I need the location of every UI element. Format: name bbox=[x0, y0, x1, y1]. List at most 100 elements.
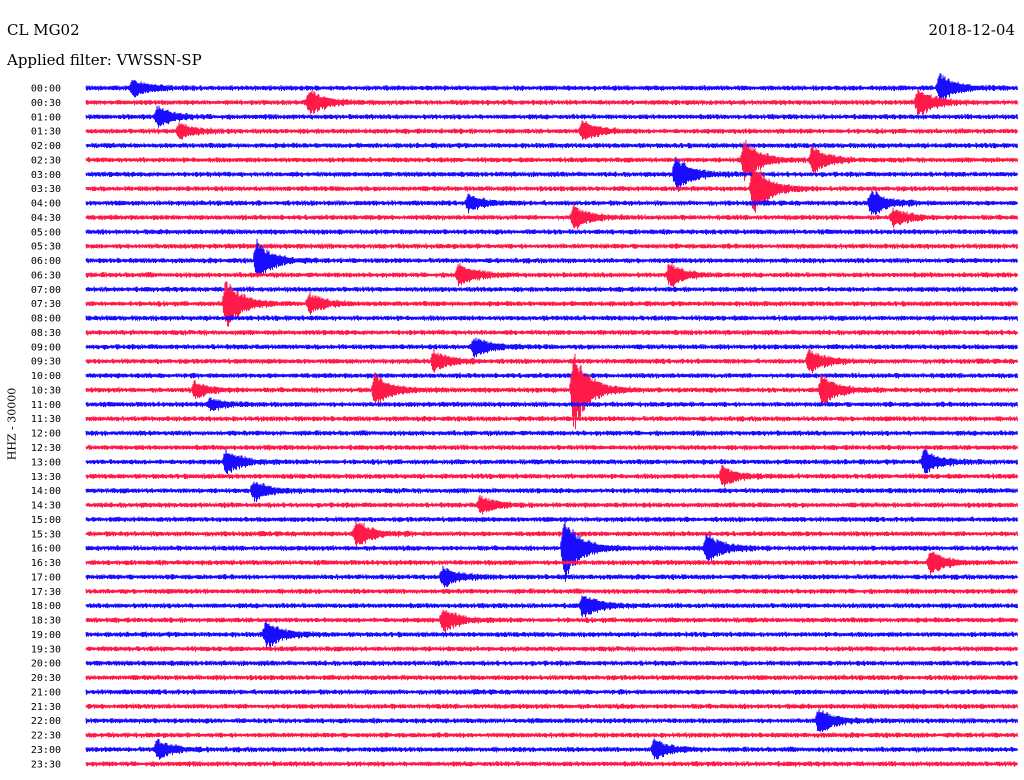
row-label: 08:30 bbox=[31, 328, 61, 339]
trace-line bbox=[85, 738, 1018, 760]
row-label: 18:30 bbox=[31, 616, 61, 627]
trace-line bbox=[85, 465, 1018, 487]
row-label: 18:00 bbox=[31, 601, 61, 612]
row-label: 14:00 bbox=[31, 486, 61, 497]
trace-line bbox=[85, 372, 1018, 379]
trace-line bbox=[85, 329, 1018, 336]
trace-line bbox=[85, 120, 1018, 140]
row-label: 21:00 bbox=[31, 687, 61, 698]
trace-line bbox=[85, 286, 1018, 293]
row-label: 05:00 bbox=[31, 227, 61, 238]
row-label: 02:30 bbox=[31, 155, 61, 166]
date-label: 2018-12-04 bbox=[928, 21, 1015, 39]
row-label: 20:00 bbox=[31, 659, 61, 670]
station-label: CL MG02 bbox=[7, 21, 80, 39]
trace-line bbox=[85, 347, 1018, 374]
trace-line bbox=[85, 517, 1018, 582]
row-label: 12:00 bbox=[31, 429, 61, 440]
row-label: 08:00 bbox=[31, 314, 61, 325]
row-label: 22:30 bbox=[31, 731, 61, 742]
row-label: 19:00 bbox=[31, 630, 61, 641]
trace-line bbox=[85, 645, 1018, 652]
trace-line bbox=[85, 190, 1018, 215]
trace-line bbox=[85, 448, 1018, 475]
row-label: 15:00 bbox=[31, 515, 61, 526]
trace-line bbox=[85, 620, 1018, 649]
row-label: 05:30 bbox=[31, 242, 61, 253]
trace-line bbox=[85, 588, 1018, 595]
row-label: 17:00 bbox=[31, 572, 61, 583]
trace-line bbox=[85, 609, 1018, 634]
trace-line bbox=[85, 142, 1018, 149]
row-label: 13:00 bbox=[31, 457, 61, 468]
row-label: 10:00 bbox=[31, 371, 61, 382]
row-label: 20:30 bbox=[31, 673, 61, 684]
row-label: 23:30 bbox=[31, 759, 61, 770]
trace-line bbox=[85, 243, 1018, 250]
row-label: 21:30 bbox=[31, 702, 61, 713]
trace-line bbox=[85, 481, 1018, 503]
row-label: 11:00 bbox=[31, 400, 61, 411]
row-label: 11:30 bbox=[31, 414, 61, 425]
trace-line bbox=[85, 167, 1018, 213]
row-label: 06:30 bbox=[31, 270, 61, 281]
row-label: 04:00 bbox=[31, 199, 61, 210]
trace-line bbox=[85, 315, 1018, 322]
row-label: 07:30 bbox=[31, 299, 61, 310]
trace-line bbox=[85, 516, 1018, 523]
trace-line bbox=[85, 494, 1018, 515]
trace-line bbox=[85, 105, 1018, 128]
trace-line bbox=[85, 73, 1018, 102]
trace-line bbox=[85, 674, 1018, 681]
row-label: 06:00 bbox=[31, 256, 61, 267]
trace-line bbox=[85, 760, 1018, 767]
trace-line bbox=[85, 660, 1018, 667]
trace-line bbox=[85, 139, 1018, 182]
row-label: 13:30 bbox=[31, 472, 61, 483]
trace-line bbox=[85, 551, 1018, 576]
trace-line bbox=[85, 520, 1018, 547]
row-label: 04:30 bbox=[31, 213, 61, 224]
row-label: 02:00 bbox=[31, 141, 61, 152]
row-label: 09:30 bbox=[31, 357, 61, 368]
row-label: 03:00 bbox=[31, 170, 61, 181]
row-label: 22:00 bbox=[31, 716, 61, 727]
trace-line bbox=[85, 337, 1018, 358]
row-label: 17:30 bbox=[31, 587, 61, 598]
trace-line bbox=[85, 415, 1018, 422]
trace-line bbox=[85, 281, 1018, 327]
trace-line bbox=[85, 732, 1018, 739]
row-label: 19:30 bbox=[31, 644, 61, 655]
row-label: 03:30 bbox=[31, 184, 61, 195]
trace-line bbox=[85, 595, 1018, 618]
trace-line bbox=[85, 228, 1018, 235]
trace-line bbox=[85, 688, 1018, 695]
trace-line bbox=[85, 709, 1018, 733]
row-label: 01:00 bbox=[31, 112, 61, 123]
row-label: 07:00 bbox=[31, 285, 61, 296]
trace-line bbox=[85, 238, 1018, 277]
trace-line bbox=[85, 430, 1018, 437]
row-label: 12:30 bbox=[31, 443, 61, 454]
trace-line bbox=[85, 156, 1018, 192]
row-label: 15:30 bbox=[31, 529, 61, 540]
trace-line bbox=[85, 89, 1018, 115]
trace-line bbox=[85, 263, 1018, 287]
row-label: 00:00 bbox=[31, 84, 61, 95]
trace-line bbox=[85, 397, 1018, 412]
row-label: 09:00 bbox=[31, 342, 61, 353]
filter-label: Applied filter: VWSSN-SP bbox=[7, 51, 202, 69]
trace-line bbox=[85, 703, 1018, 710]
trace-line bbox=[85, 444, 1018, 451]
trace-line bbox=[85, 203, 1018, 229]
row-label: 01:30 bbox=[31, 127, 61, 138]
row-label: 23:00 bbox=[31, 745, 61, 756]
row-label: 10:30 bbox=[31, 385, 61, 396]
trace-line bbox=[85, 565, 1018, 588]
row-label: 16:00 bbox=[31, 544, 61, 555]
row-label: 14:30 bbox=[31, 501, 61, 512]
row-label: 00:30 bbox=[31, 98, 61, 109]
row-label: 16:30 bbox=[31, 558, 61, 569]
trace-line bbox=[85, 353, 1018, 430]
